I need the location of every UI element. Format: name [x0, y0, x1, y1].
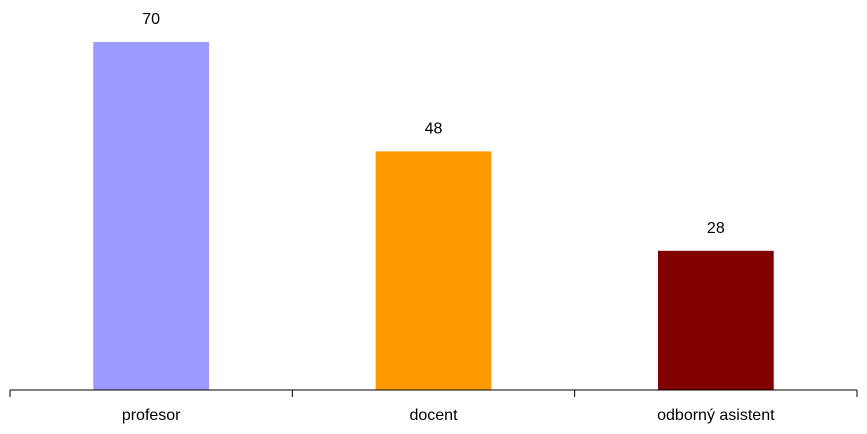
x-tick-label: profesor — [122, 407, 181, 424]
x-axis-tick-labels: profesor docent odborný asistent — [122, 407, 775, 424]
x-tick-label: docent — [409, 407, 458, 424]
bar-0 — [93, 42, 210, 390]
x-tick-label: odborný asistent — [657, 407, 775, 424]
data-label: 28 — [707, 220, 725, 237]
x-axis-ticks — [9, 390, 858, 397]
bar-1 — [375, 151, 492, 390]
bars-group — [93, 42, 774, 390]
data-label: 48 — [425, 120, 443, 137]
data-label: 70 — [142, 11, 160, 28]
data-labels-group: 70 48 28 — [142, 11, 725, 237]
bar-2 — [657, 250, 774, 390]
